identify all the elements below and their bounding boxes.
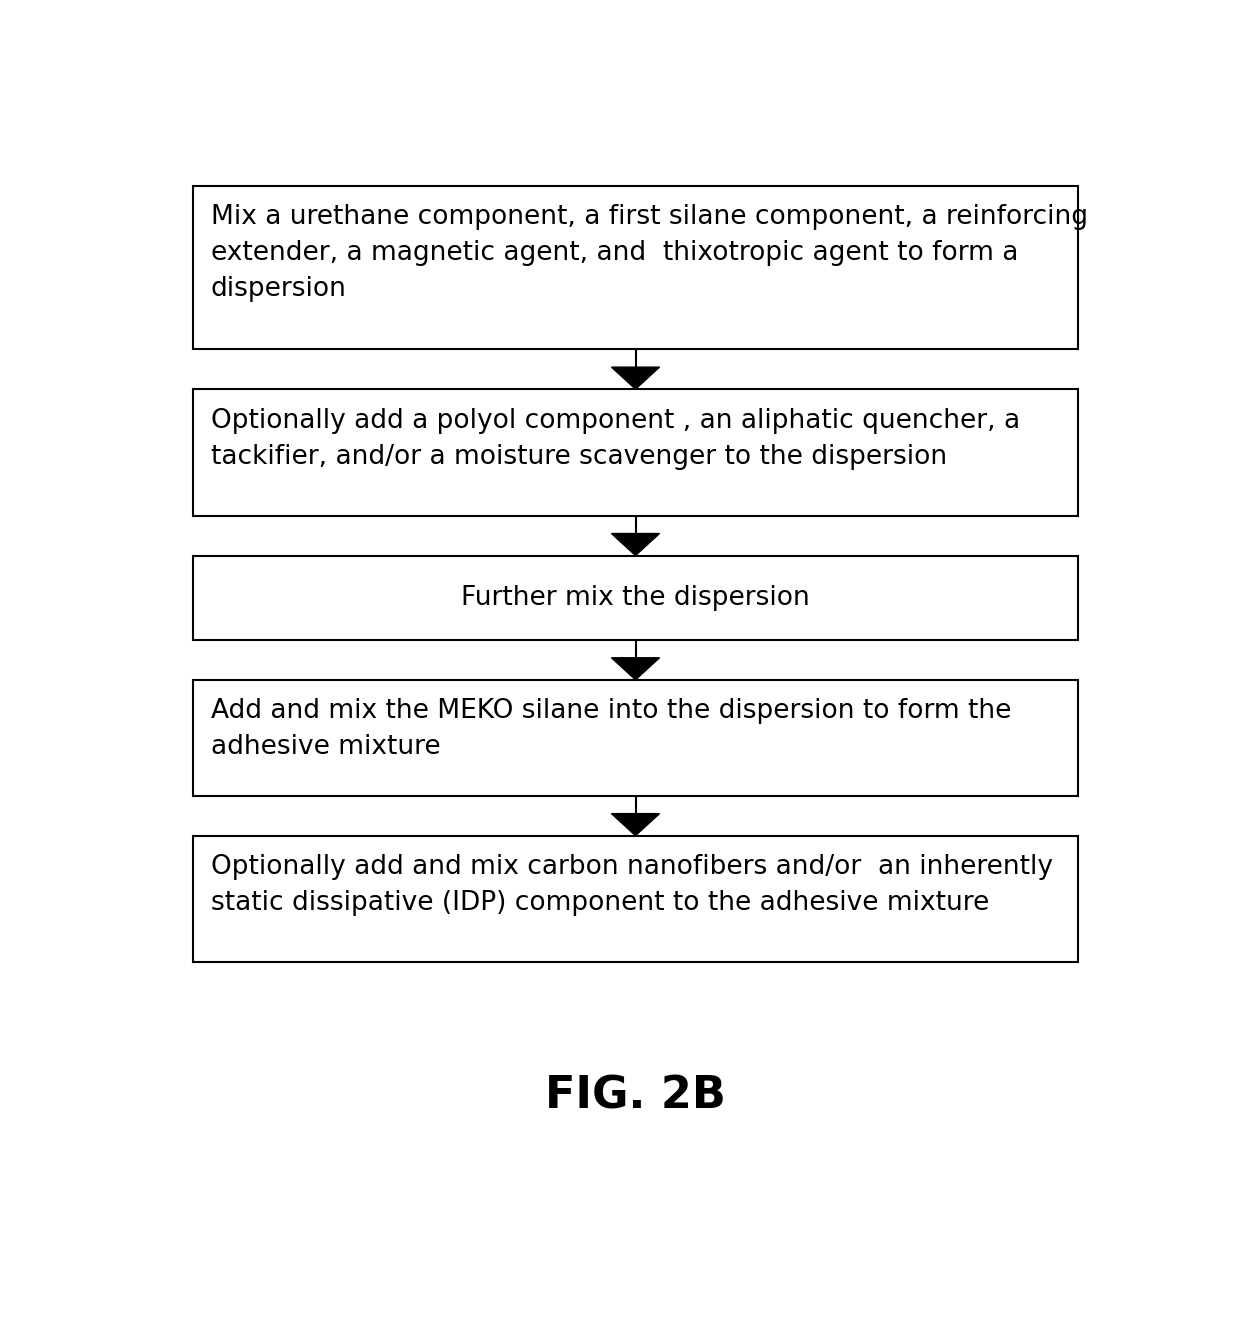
Text: Add and mix the MEKO silane into the dispersion to form the
adhesive mixture: Add and mix the MEKO silane into the dis…: [211, 698, 1011, 761]
Polygon shape: [611, 658, 660, 680]
FancyBboxPatch shape: [193, 836, 1078, 963]
Polygon shape: [611, 534, 660, 555]
Text: Further mix the dispersion: Further mix the dispersion: [461, 585, 810, 610]
Text: Mix a urethane component, a first silane component, a reinforcing
extender, a ma: Mix a urethane component, a first silane…: [211, 204, 1087, 303]
FancyBboxPatch shape: [193, 680, 1078, 796]
Text: FIG. 2B: FIG. 2B: [546, 1075, 725, 1117]
Polygon shape: [611, 367, 660, 388]
FancyBboxPatch shape: [193, 555, 1078, 639]
Text: Optionally add a polyol component , an aliphatic quencher, a
tackifier, and/or a: Optionally add a polyol component , an a…: [211, 407, 1019, 470]
FancyBboxPatch shape: [193, 388, 1078, 515]
Polygon shape: [611, 813, 660, 836]
FancyBboxPatch shape: [193, 186, 1078, 350]
Text: Optionally add and mix carbon nanofibers and/or  an inherently
static dissipativ: Optionally add and mix carbon nanofibers…: [211, 854, 1053, 916]
